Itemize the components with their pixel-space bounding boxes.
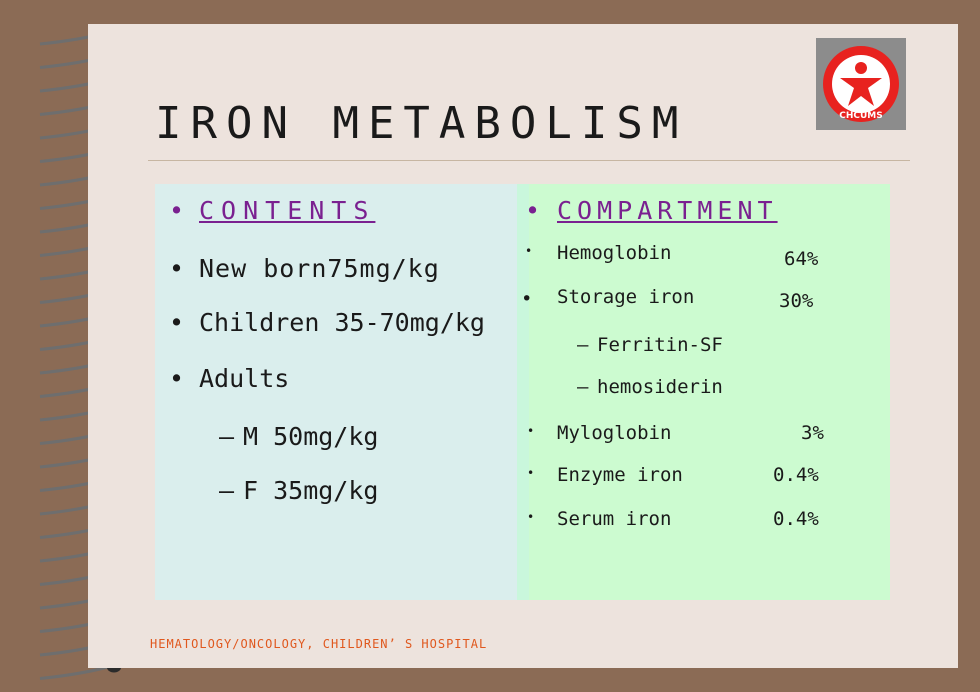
compartment-value: 64% (784, 248, 819, 270)
hospital-logo: CHCUMS (816, 38, 906, 130)
bullet-icon: • (521, 288, 533, 310)
bullet-icon: • (525, 196, 541, 225)
dash-icon: – (577, 334, 589, 356)
dash-icon: – (577, 376, 589, 398)
sub-list-item: F 35mg/kg (243, 476, 379, 505)
bullet-icon: • (169, 254, 185, 283)
logo-head-icon (855, 62, 867, 74)
compartment-sub-label: hemosiderin (597, 376, 723, 398)
bullet-icon: • (527, 466, 535, 480)
list-item: Children 35-70mg/kg (199, 308, 485, 337)
bullet-icon: • (169, 308, 185, 337)
contents-heading: CONTENTS (199, 196, 376, 225)
spiral-wire (39, 665, 111, 680)
compartment-label: Serum iron (557, 508, 672, 530)
sub-list-item: M 50mg/kg (243, 422, 379, 451)
contents-panel: • CONTENTS • New born75mg/kg • Children … (155, 184, 525, 600)
compartment-value: 0.4% (773, 508, 819, 530)
logo-text: CHCUMS (839, 111, 883, 121)
bullet-icon: • (527, 510, 535, 524)
compartment-value: 3% (801, 422, 824, 444)
compartment-label: Hemoglobin (557, 242, 672, 264)
slide-footer: HEMATOLOGY/ONCOLOGY, CHILDREN’ S HOSPITA… (150, 637, 488, 651)
bullet-icon: • (169, 196, 185, 225)
bullet-icon: • (527, 424, 535, 438)
dash-icon: – (219, 476, 235, 505)
bullet-icon: • (525, 244, 533, 258)
list-item: Adults (199, 364, 290, 393)
compartment-label: Myloglobin (557, 422, 672, 444)
compartment-heading: COMPARTMENT (557, 196, 778, 225)
compartment-sub-label: Ferritin-SF (597, 334, 723, 356)
bullet-icon: • (169, 364, 185, 393)
dash-icon: – (219, 422, 235, 451)
compartment-value: 0.4% (773, 464, 819, 486)
title-divider (148, 160, 910, 161)
compartment-label: Storage iron (557, 286, 695, 308)
slide-title: IRON METABOLISM (155, 98, 688, 149)
logo-figure-icon (840, 78, 882, 106)
compartment-panel: • COMPARTMENT • Hemoglobin 64% • Storage… (517, 184, 890, 600)
compartment-value: 30% (779, 290, 814, 312)
list-item: New born75mg/kg (199, 254, 440, 283)
compartment-label: Enzyme iron (557, 464, 683, 486)
